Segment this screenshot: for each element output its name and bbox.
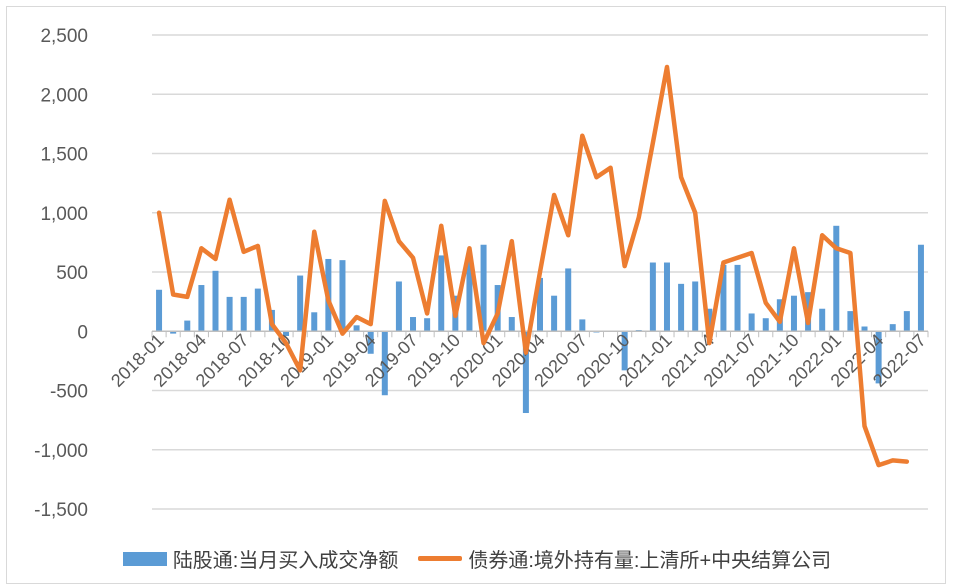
bar [734,264,741,332]
bar [438,255,445,332]
y-tick-label: 500 [56,263,88,284]
y-tick-label: 1,500 [40,145,88,166]
bar [875,331,882,384]
bar [790,295,797,332]
legend-swatch-line [418,556,463,561]
bar [170,331,177,334]
bar [381,331,388,396]
legend-item-line[interactable]: 债券通:境外持有量:上清所+中央结算公司 [418,544,831,573]
bar [240,296,247,332]
bar [917,244,924,332]
line-series [156,64,910,468]
y-tick-label: 1,000 [40,204,88,225]
bar [649,262,656,332]
y-tick-label: 2,000 [40,85,88,106]
y-tick-label: 0 [77,322,88,343]
bar [706,308,713,332]
bar [903,311,910,332]
bar [424,318,431,332]
bar [466,260,473,332]
bar [212,270,219,332]
bar [522,331,529,414]
bar [198,285,205,332]
bar [537,277,543,332]
bar [297,275,304,332]
bar [353,325,360,332]
chart-frame [6,6,946,584]
bar [226,296,233,332]
bar [339,260,346,332]
bar [748,313,755,332]
bar [508,317,515,332]
y-tick-label: -1,500 [34,500,88,521]
bar [762,318,769,332]
legend: 陆股通:当月买入成交净额 债券通:境外持有量:上清所+中央结算公司 [0,544,954,573]
bar [184,320,191,332]
bar [663,262,670,332]
bar [819,308,826,332]
bar [156,289,163,332]
bar [833,225,840,332]
bar [847,311,854,332]
bar [551,295,558,332]
bar [254,288,261,332]
bar [621,331,628,371]
bar [395,281,402,332]
bar [720,264,727,332]
legend-item-bar[interactable]: 陆股通:当月买入成交净额 [122,544,399,573]
bar [889,324,896,332]
y-tick-label: 2,500 [40,26,88,47]
bar [678,283,685,332]
bar [283,331,290,336]
bar [861,326,868,332]
y-tick-label: -1,000 [34,441,88,462]
legend-label-bar: 陆股通:当月买入成交净额 [172,550,399,572]
bar [579,319,586,332]
bar [565,268,572,332]
bar [692,281,699,332]
bar [480,244,487,332]
y-tick-label: -500 [50,382,88,403]
bar [410,317,417,332]
bar [311,312,318,332]
legend-swatch-bar [122,551,167,566]
bar [367,331,374,354]
legend-label-line: 债券通:境外持有量:上清所+中央结算公司 [468,550,832,572]
